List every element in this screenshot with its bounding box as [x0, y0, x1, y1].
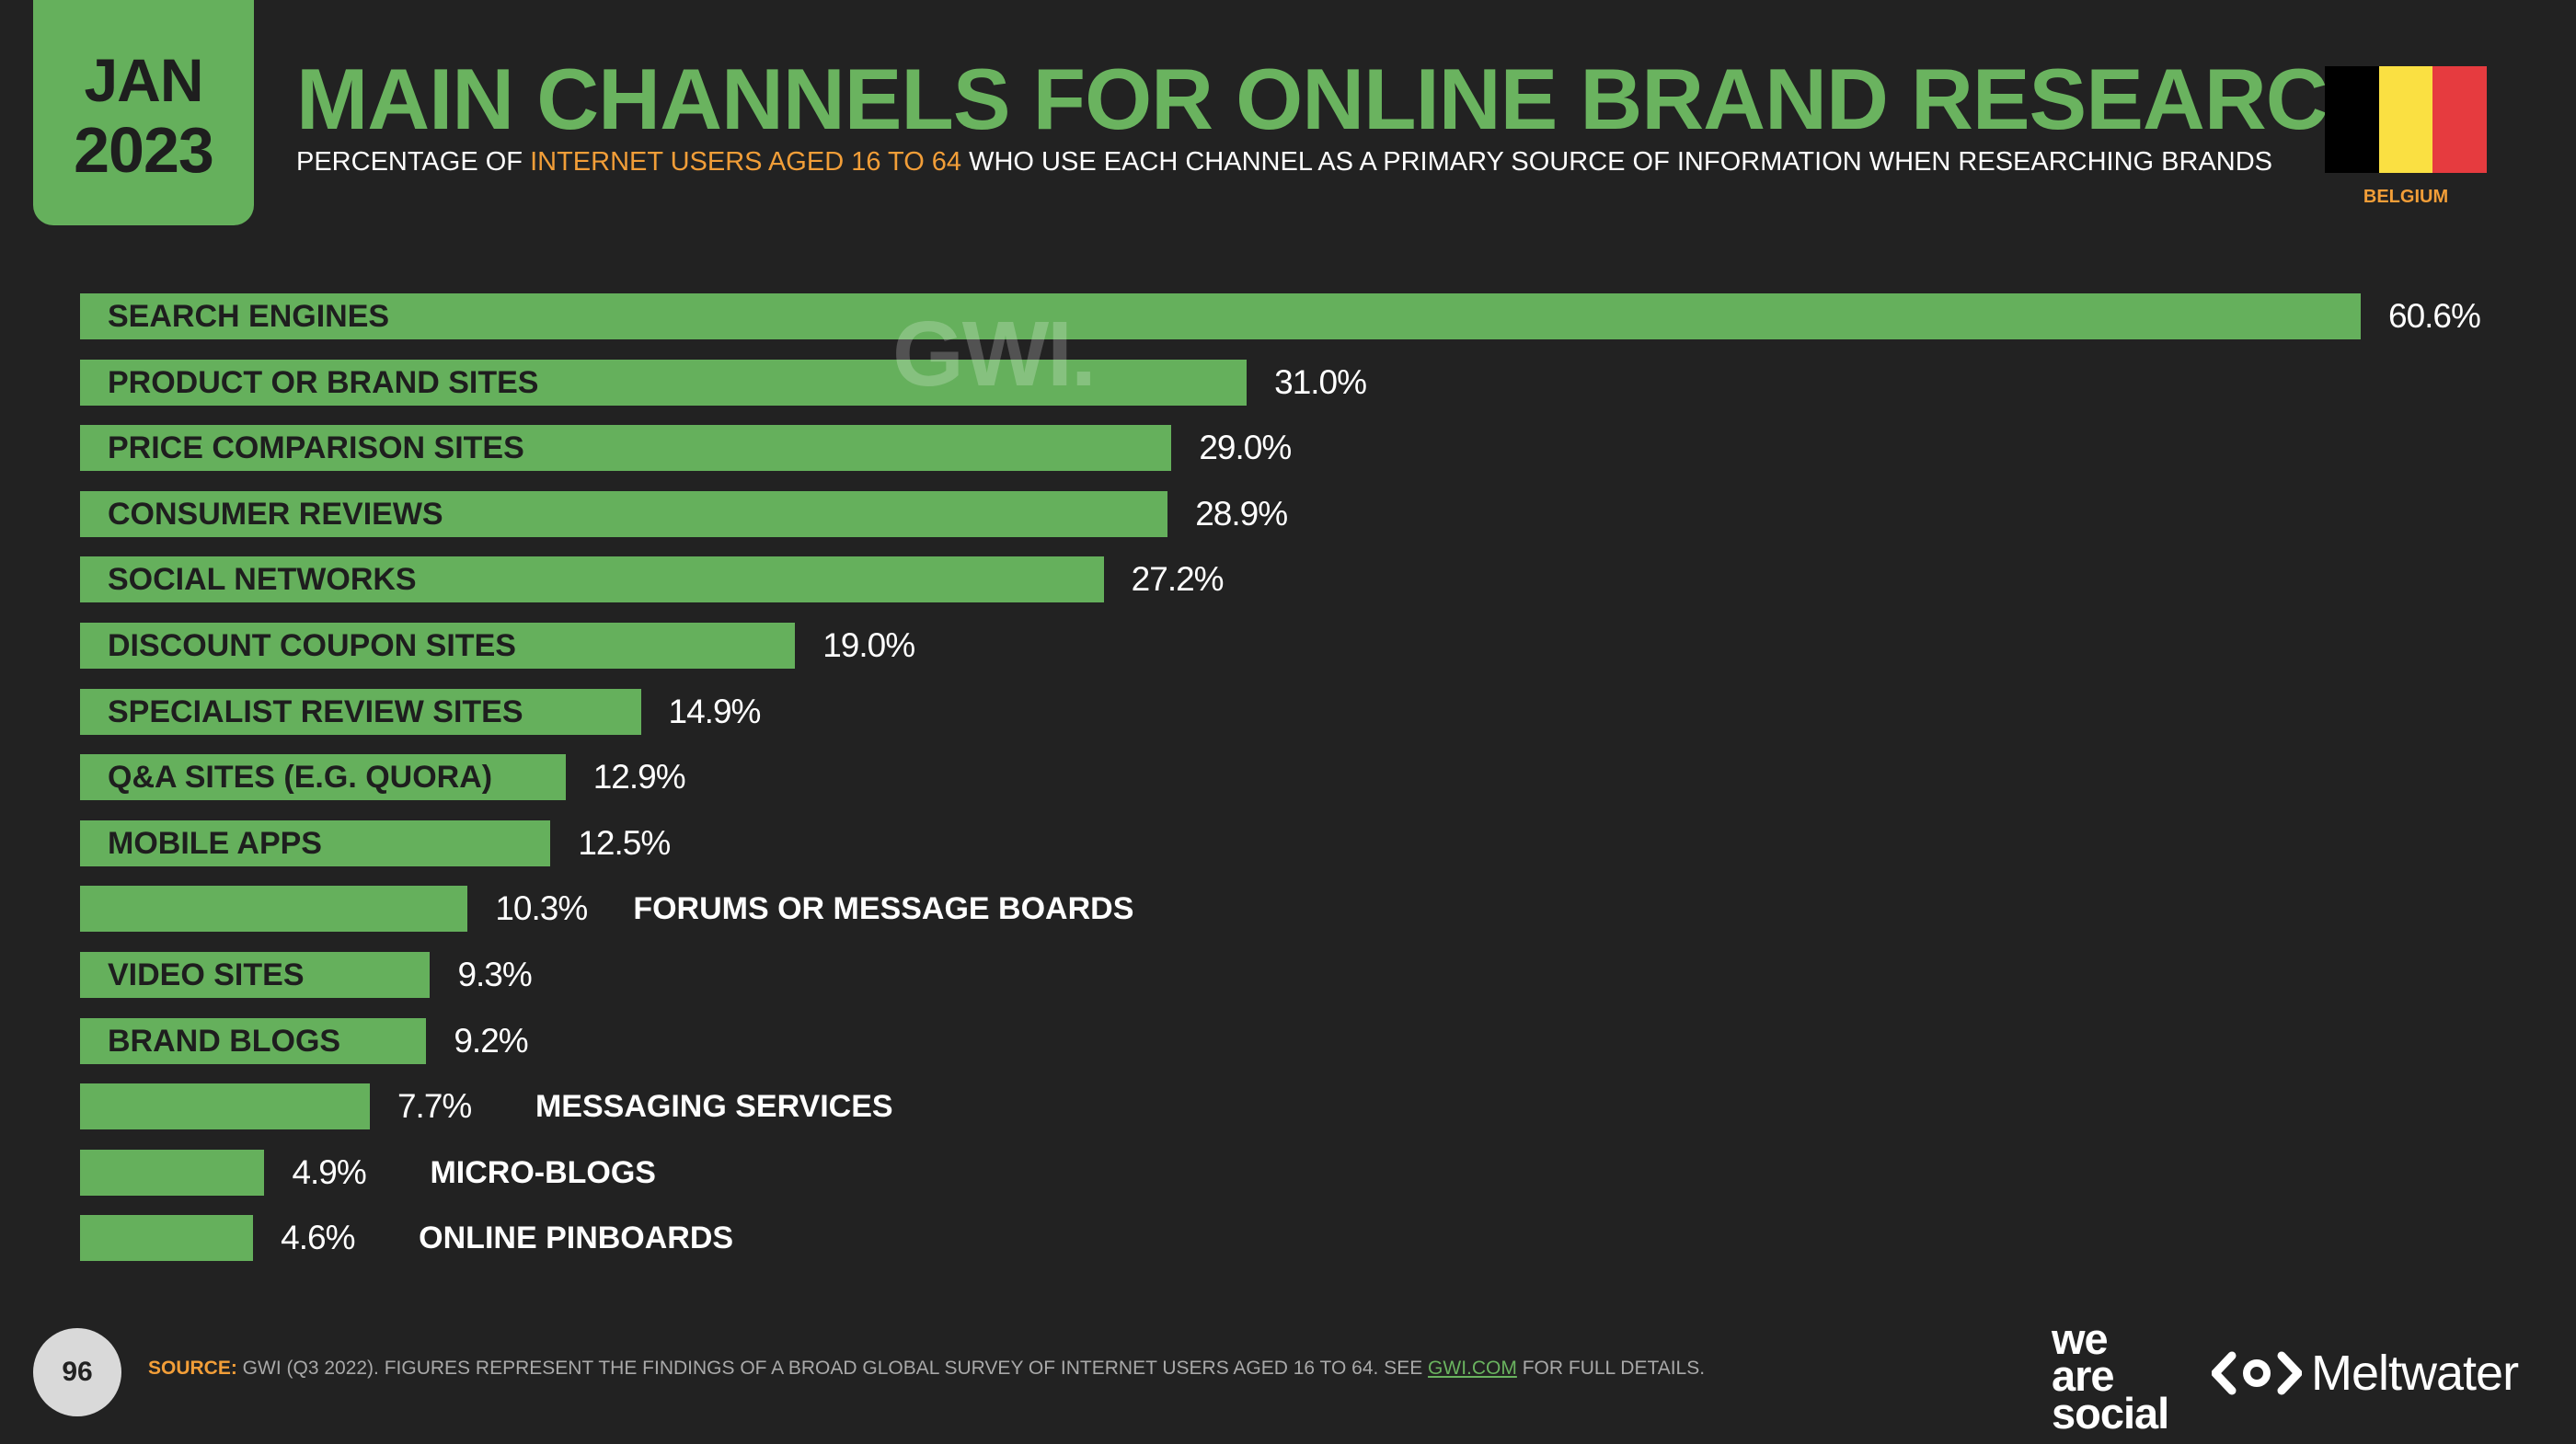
meltwater-logo: Meltwater — [2212, 1345, 2519, 1402]
bar-value-label: 9.2% — [454, 1021, 528, 1060]
flag-stripe-yellow — [2378, 66, 2433, 173]
bar — [80, 1149, 265, 1196]
subtitle-post: WHO USE EACH CHANNEL AS A PRIMARY SOURCE… — [961, 147, 2273, 177]
source-text: GWI (Q3 2022). FIGURES REPRESENT THE FIN… — [236, 1358, 1429, 1379]
category-label: PRICE COMPARISON SITES — [108, 430, 524, 466]
bar-value-label: 29.0% — [1199, 429, 1292, 467]
category-label: MESSAGING SERVICES — [535, 1089, 893, 1125]
bar-value-label: 4.9% — [292, 1152, 366, 1191]
bar-value-label: 19.0% — [822, 626, 915, 664]
source-link[interactable]: GWI.COM — [1428, 1358, 1517, 1379]
category-label: BRAND BLOGS — [108, 1023, 341, 1059]
bar — [80, 556, 1104, 603]
bar — [80, 952, 431, 998]
subtitle-highlight: INTERNET USERS AGED 16 TO 64 — [530, 147, 962, 177]
bar-value-label: 12.9% — [592, 758, 686, 796]
country-label: BELGIUM — [2363, 187, 2449, 207]
meltwater-icon — [2212, 1351, 2302, 1395]
logo-line-3: social — [2052, 1388, 2169, 1438]
flag-stripe-black — [2325, 66, 2379, 173]
bar-value-label: 9.3% — [457, 956, 532, 993]
bar — [80, 1017, 427, 1064]
category-label: DISCOUNT COUPON SITES — [108, 628, 516, 663]
bar-value-label: 27.2% — [1131, 560, 1225, 599]
page-subtitle: PERCENTAGE OF INTERNET USERS AGED 16 TO … — [296, 147, 2272, 178]
subtitle-pre: PERCENTAGE OF — [296, 147, 531, 177]
bar-value-label: 31.0% — [1274, 362, 1367, 401]
bar — [80, 359, 1248, 406]
flag-stripe-red — [2432, 66, 2488, 173]
bar-value-label: 28.9% — [1195, 494, 1288, 533]
bar — [80, 886, 468, 933]
bar-value-label: 60.6% — [2388, 297, 2481, 335]
bar — [80, 490, 1168, 537]
source-end: FOR FULL DETAILS. — [1516, 1358, 1706, 1379]
bar — [80, 688, 641, 735]
page-number: 96 — [33, 1328, 121, 1416]
bar-value-label: 10.3% — [495, 889, 588, 928]
category-label: SPECIALIST REVIEW SITES — [108, 693, 523, 729]
logo-line-1: we — [2052, 1314, 2109, 1363]
we-are-social-logo: we are social — [2052, 1314, 2169, 1438]
bar — [80, 819, 551, 866]
bar-value-label: 14.9% — [668, 692, 762, 730]
bar — [80, 293, 2361, 339]
bar-value-label: 7.7% — [397, 1087, 472, 1126]
category-label: MOBILE APPS — [108, 825, 322, 861]
belgium-flag-icon — [2325, 66, 2488, 173]
category-label: SOCIAL NETWORKS — [108, 562, 417, 598]
bar — [80, 1215, 254, 1262]
meltwater-wordmark: Meltwater — [2311, 1346, 2519, 1401]
date-badge: JAN 2023 — [33, 0, 254, 225]
bar — [80, 623, 796, 669]
bar-value-label: 12.5% — [578, 823, 671, 862]
category-label: ONLINE PINBOARDS — [419, 1221, 734, 1256]
gwi-watermark: GWI. — [892, 303, 1097, 406]
bar — [80, 1083, 370, 1130]
category-label: VIDEO SITES — [108, 957, 305, 992]
bar-chart: 60.6% SEARCH ENGINES 31.0% PRODUCT OR BRAND… — [80, 293, 2481, 1262]
date-year: 2023 — [74, 113, 214, 186]
bar — [80, 425, 1172, 472]
source-note: SOURCE: GWI (Q3 2022). FIGURES REPRESENT… — [148, 1358, 1705, 1380]
category-label: SEARCH ENGINES — [108, 299, 390, 334]
bar — [80, 754, 566, 801]
category-label: Q&A SITES (E.G. QUORA) — [108, 760, 493, 796]
bar-value-label: 4.6% — [281, 1219, 355, 1257]
category-label: CONSUMER REVIEWS — [108, 496, 443, 532]
category-label: FORUMS OR MESSAGE BOARDS — [633, 891, 1134, 927]
page-title: MAIN CHANNELS FOR ONLINE BRAND RESEARCH — [296, 51, 2389, 147]
date-month: JAN — [84, 45, 203, 114]
category-label: PRODUCT OR BRAND SITES — [108, 364, 539, 400]
source-label: SOURCE: — [148, 1358, 237, 1379]
logo-line-2: are — [2052, 1351, 2115, 1401]
category-label: MICRO-BLOGS — [430, 1154, 656, 1190]
